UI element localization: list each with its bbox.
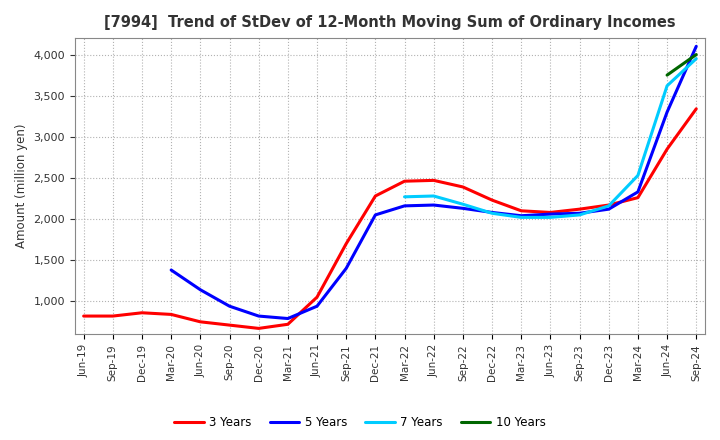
- 7 Years: [429, 193, 438, 198]
- 3 Years: [109, 313, 117, 319]
- 7 Years: [662, 83, 671, 88]
- 7 Years: [459, 202, 467, 207]
- 5 Years: [692, 44, 701, 49]
- 5 Years: [342, 266, 351, 271]
- 3 Years: [167, 312, 176, 317]
- 3 Years: [254, 326, 263, 331]
- 5 Years: [254, 313, 263, 319]
- 3 Years: [429, 178, 438, 183]
- 5 Years: [662, 110, 671, 115]
- 3 Years: [312, 294, 321, 300]
- 3 Years: [692, 106, 701, 111]
- 7 Years: [517, 215, 526, 220]
- Line: 7 Years: 7 Years: [405, 59, 696, 217]
- 10 Years: [692, 52, 701, 57]
- 3 Years: [459, 184, 467, 190]
- 7 Years: [575, 212, 584, 217]
- 3 Years: [546, 210, 554, 215]
- Title: [7994]  Trend of StDev of 12-Month Moving Sum of Ordinary Incomes: [7994] Trend of StDev of 12-Month Moving…: [104, 15, 676, 30]
- 7 Years: [546, 215, 554, 220]
- 3 Years: [517, 208, 526, 213]
- 5 Years: [225, 304, 234, 309]
- 3 Years: [662, 147, 671, 152]
- 5 Years: [546, 212, 554, 217]
- Line: 3 Years: 3 Years: [84, 109, 696, 328]
- Legend: 3 Years, 5 Years, 7 Years, 10 Years: 3 Years, 5 Years, 7 Years, 10 Years: [169, 412, 551, 434]
- 5 Years: [487, 210, 496, 215]
- 3 Years: [634, 195, 642, 200]
- 10 Years: [662, 73, 671, 78]
- 5 Years: [196, 287, 204, 293]
- 5 Years: [575, 211, 584, 216]
- 5 Years: [517, 213, 526, 218]
- 7 Years: [692, 56, 701, 61]
- 7 Years: [604, 203, 613, 209]
- 5 Years: [604, 206, 613, 212]
- 3 Years: [604, 202, 613, 208]
- 7 Years: [634, 173, 642, 178]
- 5 Years: [371, 212, 379, 217]
- 7 Years: [487, 211, 496, 216]
- 5 Years: [284, 316, 292, 321]
- 5 Years: [429, 202, 438, 208]
- Y-axis label: Amount (million yen): Amount (million yen): [15, 124, 28, 249]
- 5 Years: [634, 189, 642, 194]
- 5 Years: [459, 205, 467, 211]
- Line: 10 Years: 10 Years: [667, 55, 696, 75]
- 5 Years: [167, 268, 176, 273]
- 3 Years: [138, 310, 146, 315]
- 3 Years: [342, 241, 351, 246]
- 3 Years: [225, 323, 234, 328]
- 3 Years: [575, 206, 584, 212]
- 3 Years: [487, 198, 496, 203]
- 3 Years: [284, 322, 292, 327]
- 5 Years: [312, 304, 321, 309]
- 3 Years: [79, 313, 88, 319]
- 7 Years: [400, 194, 409, 199]
- 3 Years: [196, 319, 204, 324]
- 3 Years: [371, 193, 379, 198]
- Line: 5 Years: 5 Years: [171, 46, 696, 319]
- 5 Years: [400, 203, 409, 209]
- 3 Years: [400, 179, 409, 184]
